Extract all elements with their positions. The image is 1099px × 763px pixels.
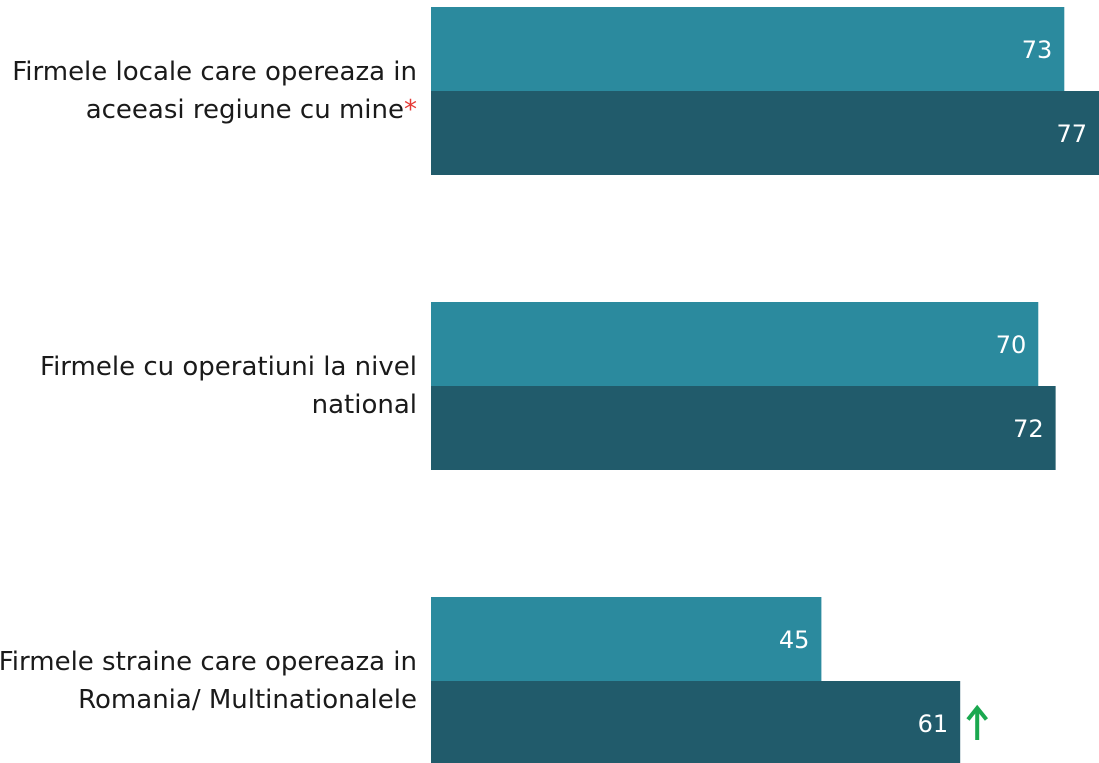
data-label: 70 [996,331,1027,359]
data-label: 77 [1056,120,1087,148]
data-label: 73 [1022,36,1053,64]
category-label-line: aceeasi regiune cu mine* [85,95,417,125]
data-label: 72 [1013,415,1044,443]
category-label: Firmele cu operatiuni la nivel national [0,348,417,424]
bar-series-1-3 [431,597,822,681]
category-label: Firmele straine care opereaza in Romania/… [0,643,417,719]
category-label-line: national [311,390,417,420]
category-label-line: Firmele cu operatiuni la nivel [40,352,417,382]
bar-series-2-2 [431,386,1056,470]
data-label: 45 [779,626,810,654]
category-label-line: Firmele locale care opereaza in [12,57,417,87]
data-label: 61 [918,710,949,738]
bar-series-1-2 [431,302,1039,386]
category-label-line: Romania/ Multinationalele [78,685,417,715]
significance-marker: * [404,95,417,125]
category-label-line: Firmele straine care opereaza in [0,647,417,677]
bar-series-2-1 [431,91,1099,175]
category-label: Firmele locale care opereaza in aceeasi r… [0,53,417,129]
bar-series-1-1 [431,7,1065,91]
bar-series-2-3 [431,681,961,763]
up-arrow-icon [966,704,989,740]
